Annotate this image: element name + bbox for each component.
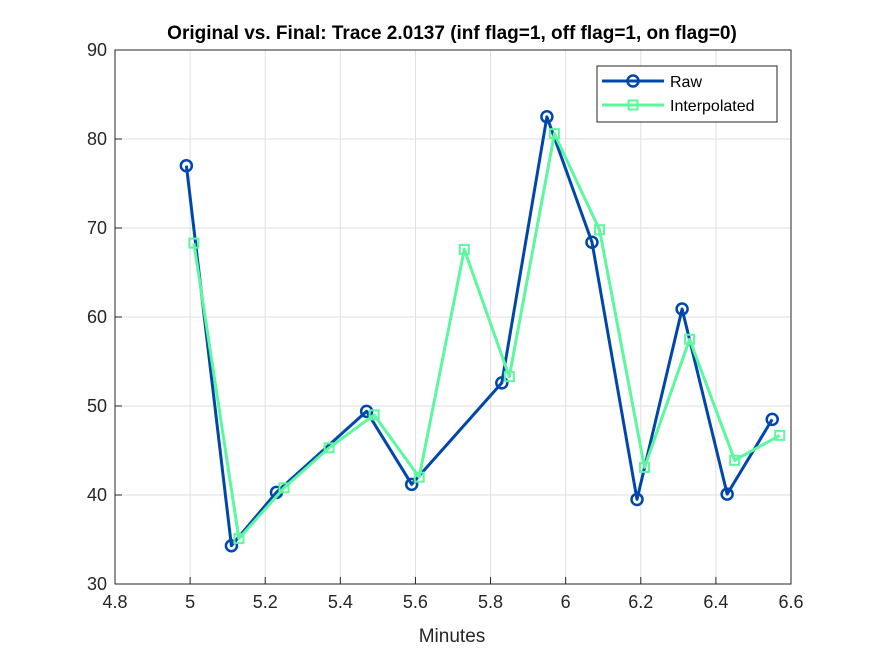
data-point-raw (720, 487, 734, 501)
y-tick-label: 50 (87, 396, 107, 416)
data-point-raw (765, 412, 779, 427)
data-point-interpolated (774, 429, 786, 441)
data-point-interpolated (593, 224, 605, 236)
legend-marker-interpolated (627, 99, 639, 111)
x-tick-label: 6 (561, 592, 571, 612)
data-point-interpolated (278, 482, 290, 494)
legend-label-interpolated: Interpolated (670, 98, 755, 115)
x-tick-label: 5.2 (253, 592, 278, 612)
x-tick-label: 5.4 (328, 592, 353, 612)
data-point-interpolated (684, 333, 696, 345)
y-tick-label: 80 (87, 129, 107, 149)
data-point-raw (404, 477, 419, 492)
x-axis-label: Minutes (419, 626, 486, 647)
x-tick-label: 5.6 (403, 592, 428, 612)
legend-marker-raw (626, 74, 640, 88)
y-axis-ticks: 30 40 50 60 70 80 90 (87, 40, 122, 594)
data-point-raw (630, 492, 644, 507)
series-line-interpolated (192, 132, 781, 541)
y-tick-label: 70 (87, 218, 107, 238)
x-tick-label: 6.6 (778, 592, 803, 612)
data-point-interpolated (729, 454, 741, 466)
data-point-raw (585, 235, 599, 249)
data-point-raw (224, 538, 239, 553)
x-tick-label: 6.4 (703, 592, 728, 612)
series-interpolated (188, 128, 786, 545)
legend-box (596, 65, 778, 123)
y-tick-label: 90 (87, 40, 107, 60)
legend-marker (626, 74, 640, 88)
data-point-interpolated (233, 533, 245, 545)
data-point-interpolated (639, 461, 651, 473)
data-point-raw (540, 110, 554, 124)
data-point-interpolated (458, 243, 470, 255)
legend-marker (627, 99, 639, 111)
data-point-raw (675, 302, 689, 316)
x-axis-ticks: 4.8 5 5.2 5.4 5.6 5.8 6 6.2 6.4 6.6 (102, 577, 804, 612)
series-layer (179, 110, 786, 553)
data-point-interpolated (368, 409, 380, 421)
x-tick-label: 5.8 (478, 592, 503, 612)
y-tick-label: 40 (87, 485, 107, 505)
plot-area: 4.8 5 5.2 5.4 5.6 5.8 6 6.2 6.4 6.6 30 40 50 60 70 80 9… (87, 40, 804, 612)
x-tick-label: 4.8 (102, 592, 127, 612)
y-tick-label: 30 (87, 574, 107, 594)
data-point-interpolated (503, 371, 515, 383)
data-point-interpolated (548, 128, 560, 140)
legend: Raw Interpolated (596, 65, 778, 123)
x-tick-label: 6.2 (628, 592, 653, 612)
x-tick-label: 5 (185, 592, 195, 612)
y-tick-label: 60 (87, 307, 107, 327)
data-point-interpolated (188, 237, 200, 249)
data-point-raw (495, 376, 509, 390)
data-point-interpolated (413, 471, 425, 483)
data-point-raw (179, 158, 194, 173)
legend-label-raw: Raw (670, 74, 702, 91)
chart-title: Original vs. Final: Trace 2.0137 (inf fl… (167, 23, 737, 44)
data-point-interpolated (323, 442, 335, 454)
